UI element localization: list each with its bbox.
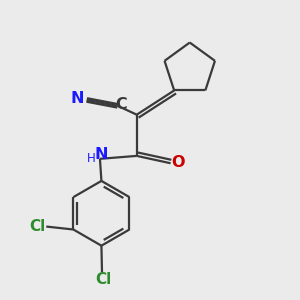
Text: N: N bbox=[94, 147, 108, 162]
Text: O: O bbox=[171, 155, 185, 170]
Text: N: N bbox=[70, 91, 84, 106]
Text: H: H bbox=[87, 152, 95, 165]
Text: C: C bbox=[115, 97, 127, 112]
Text: Cl: Cl bbox=[29, 219, 46, 234]
Text: Cl: Cl bbox=[95, 272, 112, 287]
